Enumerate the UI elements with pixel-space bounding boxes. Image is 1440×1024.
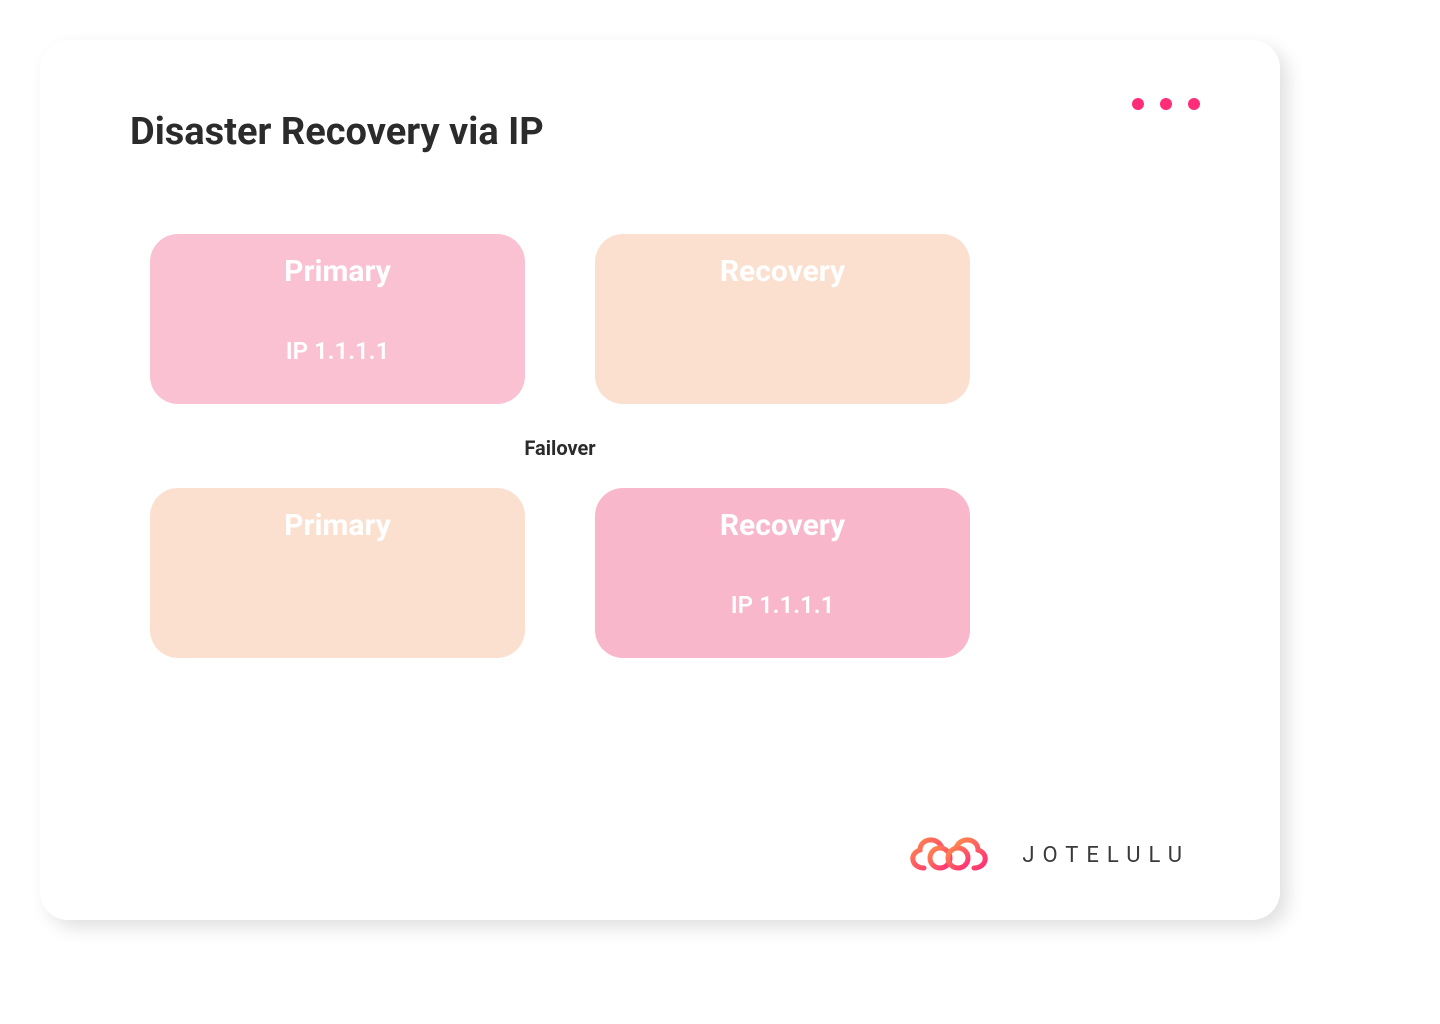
diagram-row-after: Primary Recovery IP 1.1.1.1: [150, 488, 970, 658]
cloud-logo-icon: [904, 830, 994, 880]
dot-icon: [1160, 98, 1172, 110]
diagram-card: Disaster Recovery via IP Primary IP 1.1.…: [40, 40, 1280, 920]
node-title: Recovery: [720, 508, 845, 543]
dot-icon: [1132, 98, 1144, 110]
menu-dots[interactable]: [1132, 98, 1200, 110]
recovery-node: Recovery: [595, 234, 970, 404]
node-title: Primary: [284, 508, 391, 543]
node-title: Recovery: [720, 254, 845, 289]
primary-node: Primary IP 1.1.1.1: [150, 234, 525, 404]
brand-name: JOTELULU: [1022, 843, 1190, 868]
diagram-row-before: Primary IP 1.1.1.1 Recovery: [150, 234, 970, 404]
dot-icon: [1188, 98, 1200, 110]
node-title: Primary: [284, 254, 391, 289]
failover-diagram: Primary IP 1.1.1.1 Recovery Failover Pri…: [150, 234, 970, 658]
brand-footer: JOTELULU: [904, 830, 1190, 880]
node-ip: IP 1.1.1.1: [286, 337, 390, 365]
card-title: Disaster Recovery via IP: [130, 110, 1190, 154]
node-ip: IP 1.1.1.1: [731, 591, 835, 619]
primary-node: Primary: [150, 488, 525, 658]
failover-label: Failover: [150, 436, 970, 460]
recovery-node: Recovery IP 1.1.1.1: [595, 488, 970, 658]
